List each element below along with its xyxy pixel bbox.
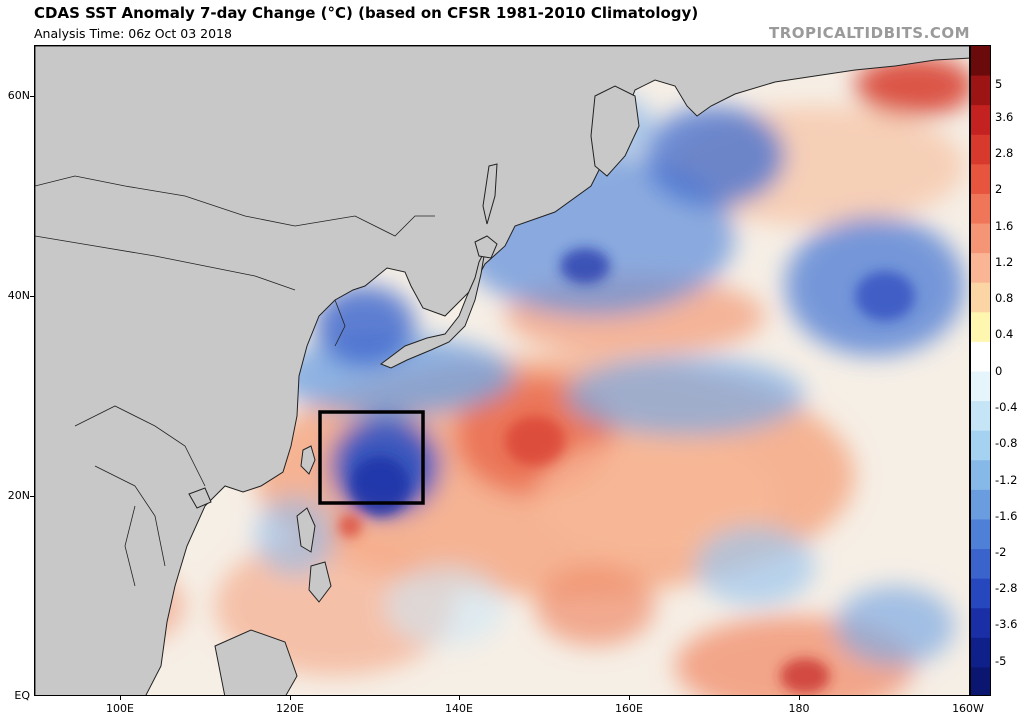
asia-mainland [35,46,969,695]
lat-label-60n: 60N [7,89,30,102]
colorbar-label: 0 [995,364,1003,378]
highlight-box [318,410,425,505]
colorbar-swatch [971,105,990,136]
colorbar-label: 5 [995,77,1003,91]
colorbar-swatch [971,578,990,609]
colorbar-label: -5 [995,654,1007,668]
lon-tick [799,696,800,700]
borneo-island [214,629,298,695]
lon-tick [120,696,121,700]
colorbar-label: -2.8 [995,581,1018,595]
lon-tick [290,696,291,700]
lon-label-160w: 160W [952,702,984,715]
chart-title: CDAS SST Anomaly 7-day Change (°C) (base… [34,4,699,22]
colorbar-label: 3.6 [995,110,1014,124]
colorbar-swatch [971,460,990,491]
colorbar-label: 1.6 [995,219,1014,233]
colorbar-swatch [971,371,990,402]
colorbar-label: 2 [995,182,1003,196]
analysis-time: Analysis Time: 06z Oct 03 2018 [34,26,232,41]
colorbar-swatch [971,667,990,695]
colorbar-label: 0.8 [995,291,1014,305]
sst-anomaly-map [34,45,970,696]
colorbar-swatch [971,489,990,521]
colorbar-swatch [971,193,990,225]
lon-tick [629,696,630,700]
colorbar-swatch [971,312,990,343]
lat-label-20n: 20N [7,489,30,502]
lon-label-140e: 140E [445,702,473,715]
colorbar-swatch [971,519,990,550]
lon-tick [459,696,460,700]
kamchatka [590,85,640,177]
colorbar-swatch [971,223,990,254]
lon-label-180: 180 [788,702,810,715]
philippines-south [308,561,332,603]
lat-tick [30,496,34,497]
colorbar-label: -3.6 [995,617,1018,631]
lon-label-160e: 160E [615,702,643,715]
colorbar-swatches [971,46,990,695]
colorbar [970,45,991,696]
colorbar-label: -2 [995,545,1007,559]
colorbar-label: 2.8 [995,146,1014,160]
hainan-island [188,487,212,509]
colorbar-swatch [971,134,990,165]
brand-watermark: TROPICALTIDBITS.COM [769,24,970,42]
colorbar-swatch [971,549,990,580]
lat-label-eq: EQ [14,689,30,702]
land-masses [35,46,969,695]
colorbar-label: -1.6 [995,509,1018,523]
sakhalin-island [482,163,498,225]
colorbar-swatch [971,253,990,284]
colorbar-label: -1.2 [995,473,1018,487]
colorbar-label: 0.4 [995,327,1014,341]
colorbar-label: -0.4 [995,400,1018,414]
colorbar-label: 1.2 [995,255,1014,269]
philippines-luzon [296,507,316,553]
japan-hokkaido [474,235,498,259]
lat-label-40n: 40N [7,289,30,302]
country-borders [35,175,435,587]
colorbar-swatch [971,341,990,373]
map-canvas [35,46,969,695]
colorbar-label: -0.8 [995,436,1018,450]
lat-tick [30,296,34,297]
taiwan-island [300,445,316,475]
colorbar-swatch [971,401,990,432]
colorbar-swatch [971,637,990,669]
colorbar-swatch [971,282,990,313]
colorbar-swatch [971,46,990,77]
colorbar-swatch [971,75,990,106]
lon-label-120e: 120E [276,702,304,715]
colorbar-swatch [971,430,990,461]
colorbar-swatch [971,164,990,195]
lon-label-100e: 100E [106,702,134,715]
colorbar-swatch [971,608,990,639]
lat-tick [30,96,34,97]
